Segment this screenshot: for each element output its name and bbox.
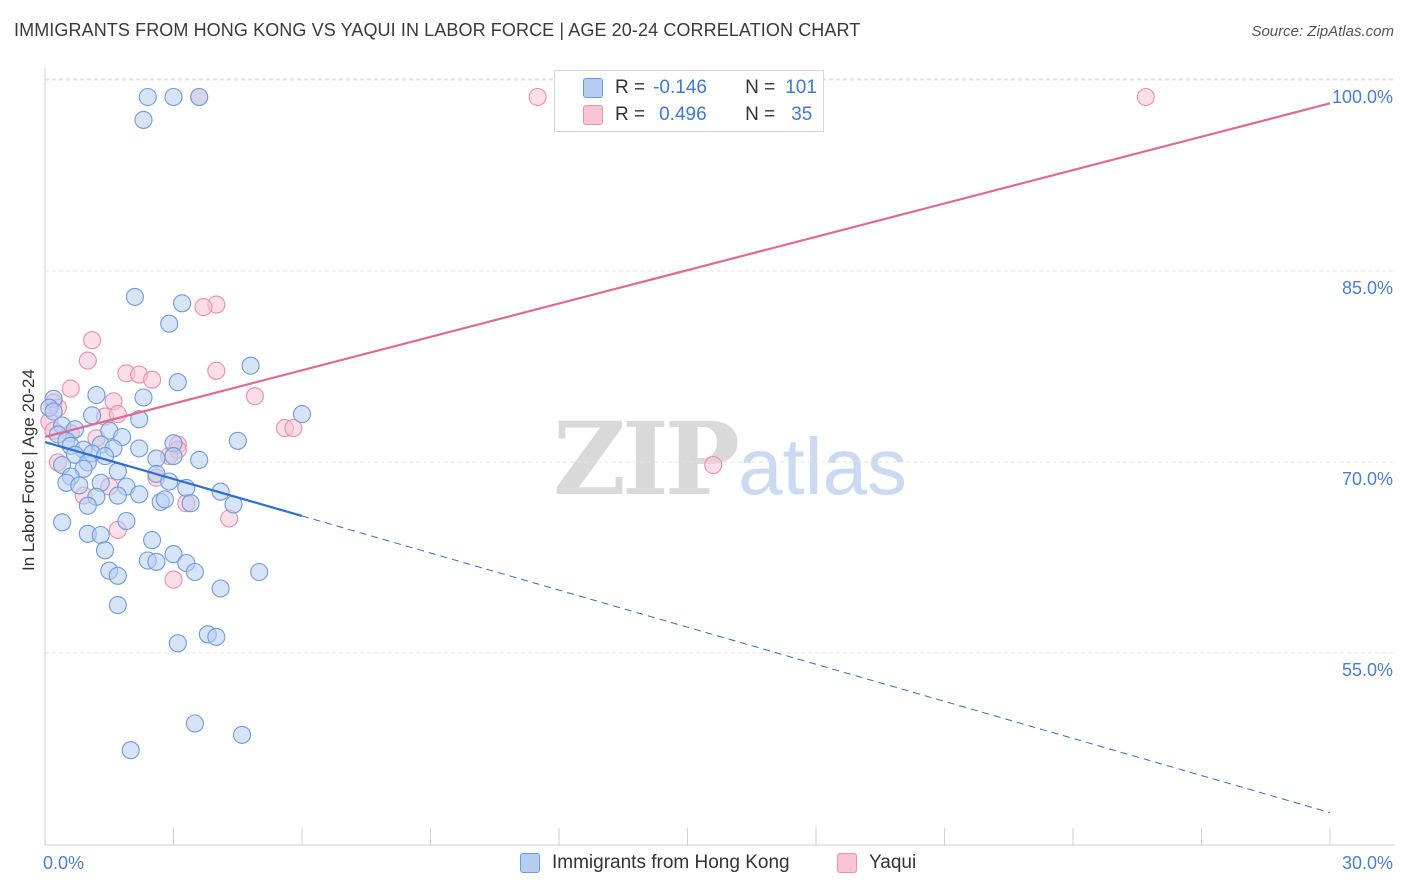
hong-kong-point bbox=[108, 596, 127, 615]
n-label: N = bbox=[745, 77, 776, 98]
trend-lines bbox=[44, 102, 1331, 814]
hong-kong-point bbox=[147, 449, 166, 468]
hong-kong-point bbox=[241, 356, 260, 375]
bottom-legend-yaqui: Yaqui bbox=[837, 852, 916, 874]
bottom-legend-hong-kong: Immigrants from Hong Kong bbox=[520, 852, 790, 874]
y-tick-label: 70.0% bbox=[1342, 469, 1393, 489]
hong-kong-point bbox=[232, 725, 252, 744]
legend-row-yaqui: R = 0.496 N = 35 bbox=[583, 102, 812, 128]
hong-kong-point bbox=[168, 373, 187, 392]
hong-kong-point bbox=[130, 410, 149, 429]
hong-kong-point bbox=[164, 447, 183, 466]
yaqui-trend-line bbox=[44, 102, 1331, 439]
yaqui-point bbox=[245, 387, 264, 406]
yaqui-swatch bbox=[837, 853, 857, 873]
correlation-legend: R = -0.146 N = 101 R = 0.496 N = 35 bbox=[554, 70, 824, 132]
x-tick-label: 0.0% bbox=[43, 853, 84, 873]
hong-kong-point bbox=[168, 634, 187, 653]
hong-kong-point bbox=[117, 511, 136, 531]
yaqui-point bbox=[164, 570, 183, 589]
yaqui-point bbox=[284, 419, 303, 438]
source-credit: Source: ZipAtlas.com bbox=[1251, 23, 1394, 40]
hong-kong-point bbox=[70, 476, 89, 495]
yaqui-point bbox=[704, 455, 723, 475]
series-name-hong-kong: Immigrants from Hong Kong bbox=[552, 852, 790, 873]
hong-kong-trend-extension bbox=[301, 515, 1331, 814]
legend-row-hong-kong: R = -0.146 N = 101 bbox=[583, 75, 817, 101]
n-value: 101 bbox=[785, 77, 817, 98]
yaqui-swatch bbox=[583, 105, 603, 125]
yaqui-point bbox=[194, 298, 213, 317]
x-tick-label: 30.0% bbox=[1342, 853, 1393, 873]
hong-kong-point bbox=[207, 627, 226, 646]
hong-kong-point bbox=[292, 405, 312, 424]
yaqui-point bbox=[78, 351, 97, 370]
r-label: R = bbox=[615, 104, 646, 125]
hong-kong-point bbox=[134, 388, 153, 407]
yaqui-point bbox=[83, 331, 102, 350]
y-tick-label: 100.0% bbox=[1332, 87, 1393, 107]
hong-kong-point bbox=[185, 562, 204, 582]
n-value: 35 bbox=[791, 104, 813, 125]
hong-kong-point bbox=[83, 406, 102, 425]
hong-kong-swatch bbox=[520, 853, 540, 873]
hong-kong-point bbox=[44, 402, 63, 421]
r-value: -0.146 bbox=[653, 77, 707, 98]
yaqui-point bbox=[61, 379, 80, 398]
hong-kong-points bbox=[40, 87, 312, 760]
hong-kong-point bbox=[147, 552, 166, 571]
axes bbox=[44, 68, 1395, 846]
hong-kong-point bbox=[190, 87, 209, 107]
hong-kong-point bbox=[250, 562, 269, 582]
series-name-yaqui: Yaqui bbox=[869, 852, 917, 873]
hong-kong-point bbox=[108, 566, 127, 585]
hong-kong-point bbox=[130, 439, 149, 458]
hong-kong-point bbox=[138, 87, 157, 107]
r-value: 0.496 bbox=[659, 104, 707, 125]
hong-kong-point bbox=[134, 110, 153, 129]
hong-kong-point bbox=[125, 287, 144, 306]
hong-kong-trend-line bbox=[44, 441, 303, 517]
yaqui-point bbox=[143, 370, 162, 389]
hong-kong-point bbox=[185, 714, 204, 733]
hong-kong-point bbox=[173, 294, 192, 313]
n-label: N = bbox=[745, 104, 776, 125]
hong-kong-point bbox=[143, 531, 162, 550]
hong-kong-point bbox=[190, 450, 209, 469]
hong-kong-point bbox=[228, 431, 247, 450]
hong-kong-point bbox=[164, 87, 183, 107]
chart-title: IMMIGRANTS FROM HONG KONG VS YAQUI IN LA… bbox=[14, 20, 861, 40]
yaqui-points bbox=[40, 87, 1155, 589]
yaqui-point bbox=[207, 361, 226, 380]
tick-labels: 55.0% 70.0% 85.0% 100.0% 0.0% 30.0% bbox=[43, 87, 1393, 873]
hong-kong-swatch bbox=[583, 78, 603, 98]
hong-kong-point bbox=[160, 314, 179, 333]
y-tick-label: 55.0% bbox=[1342, 660, 1393, 680]
hong-kong-point bbox=[108, 486, 127, 505]
y-tick-label: 85.0% bbox=[1342, 278, 1393, 298]
yaqui-point bbox=[528, 87, 547, 107]
hong-kong-point bbox=[181, 494, 200, 513]
hong-kong-point bbox=[155, 490, 174, 509]
hong-kong-point bbox=[91, 525, 110, 545]
yaqui-point bbox=[1136, 87, 1155, 107]
hong-kong-point bbox=[211, 579, 230, 598]
hong-kong-point bbox=[130, 485, 149, 504]
hong-kong-point bbox=[95, 541, 115, 560]
hong-kong-point bbox=[87, 385, 106, 405]
hong-kong-point bbox=[53, 513, 72, 532]
r-label: R = bbox=[615, 77, 646, 98]
hong-kong-point bbox=[78, 496, 97, 515]
hong-kong-point bbox=[164, 545, 183, 564]
hong-kong-point bbox=[121, 741, 140, 760]
